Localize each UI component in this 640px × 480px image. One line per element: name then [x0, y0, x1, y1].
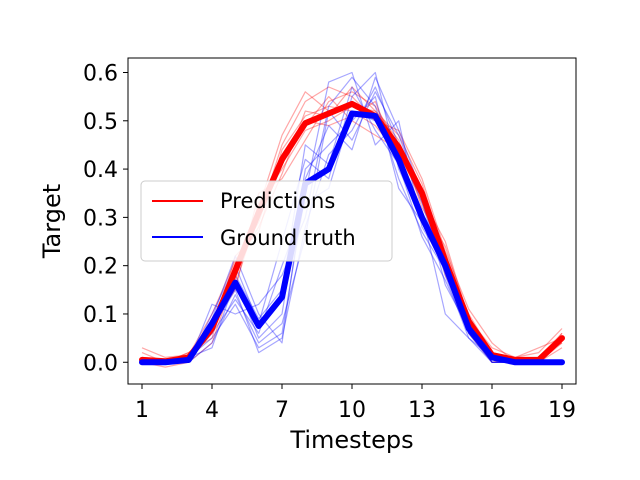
axis-ticks: 1 4 7 10 13 16 19 0.0 0.1 0.2 0.3 0.4 0.5 0.6	[83, 61, 576, 423]
ground-truth-sample-line	[142, 71, 562, 363]
mean-lines	[139, 100, 565, 366]
y-tick-label: 0.6	[83, 61, 118, 86]
prediction-sample-line	[141, 86, 563, 363]
y-tick-label: 0.5	[83, 110, 118, 135]
legend: Predictions Ground truth	[140, 180, 393, 262]
legend-label-ground-truth: Ground truth	[220, 226, 356, 250]
x-tick-label: 16	[478, 398, 506, 423]
y-tick-label: 0.0	[83, 351, 118, 376]
ground-truth-mean-line	[139, 110, 565, 366]
legend-box	[140, 180, 393, 262]
y-axis-label: Target	[38, 184, 66, 259]
x-tick-label: 1	[135, 398, 149, 423]
y-tick-label: 0.2	[83, 255, 118, 280]
y-tick-label: 0.4	[83, 158, 118, 183]
legend-label-predictions: Predictions	[220, 189, 335, 213]
x-tick-label: 10	[338, 398, 366, 423]
x-tick-label: 4	[205, 398, 219, 423]
x-tick-label: 13	[408, 398, 436, 423]
x-tick-label: 7	[275, 398, 289, 423]
y-tick-label: 0.3	[83, 206, 118, 231]
y-tick-label: 0.1	[83, 303, 118, 328]
x-tick-label: 19	[548, 398, 576, 423]
x-axis-label: Timesteps	[289, 426, 413, 454]
